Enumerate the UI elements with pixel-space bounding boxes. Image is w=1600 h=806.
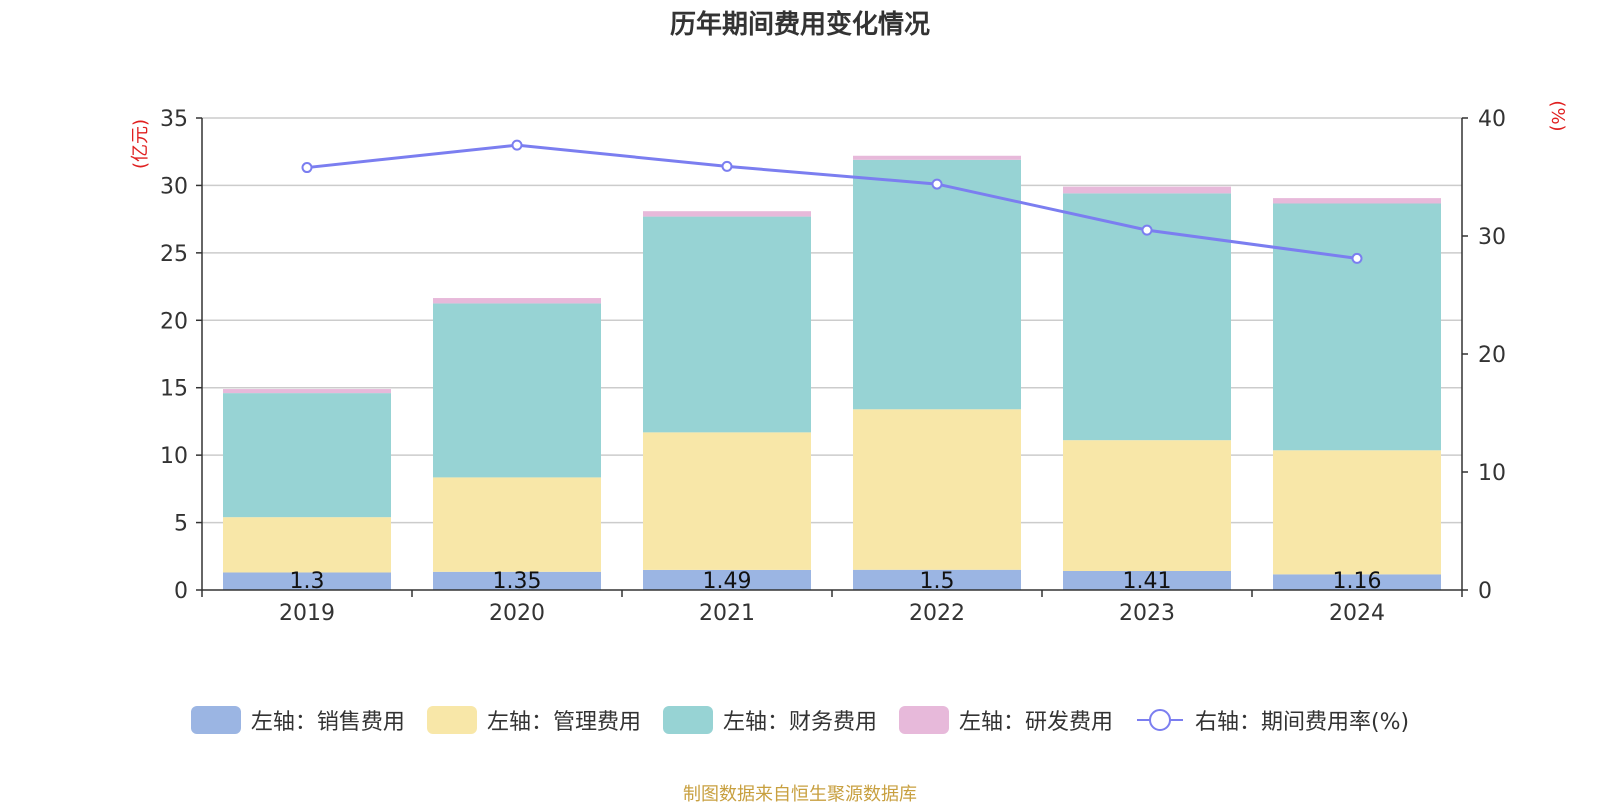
rate-point-2022	[931, 178, 943, 190]
x-tick-label-2020: 2020	[489, 601, 545, 626]
x-tick-label-2019: 2019	[279, 601, 335, 626]
legend-item-rate[interactable]: 右轴：期间费用率(%)	[1135, 704, 1409, 736]
bar-rd-2023	[1063, 186, 1231, 194]
right-tick-label: 30	[1478, 225, 1506, 250]
legend-item-sales[interactable]: 左轴：销售费用	[190, 704, 405, 736]
left-tick-label: 30	[160, 174, 188, 199]
bar-sales-2022	[853, 569, 1021, 590]
left-tick-label: 0	[174, 579, 188, 604]
rate-point-2024	[1351, 252, 1363, 264]
rate-point-2021	[721, 160, 733, 172]
bar-finance-2022	[853, 159, 1021, 410]
legend-swatch-admin	[426, 706, 477, 734]
bar-admin-2023	[1063, 440, 1231, 571]
left-tick-label: 15	[160, 377, 188, 402]
x-tick-label-2021: 2021	[699, 601, 755, 626]
legend-item-finance[interactable]: 左轴：财务费用	[662, 704, 877, 736]
x-tick-label-2023: 2023	[1119, 601, 1175, 626]
legend-label: 左轴：财务费用	[722, 710, 877, 735]
bar-admin-2020	[433, 477, 601, 572]
bar-sales-2020	[433, 571, 601, 590]
bar-finance-2024	[1273, 203, 1441, 451]
bar-admin-2022	[853, 409, 1021, 570]
x-tick-label-2022: 2022	[909, 601, 965, 626]
right-tick-label: 20	[1478, 343, 1506, 368]
legend-line-marker-icon	[1136, 709, 1183, 731]
left-tick-label: 10	[160, 444, 188, 469]
bar-finance-2020	[433, 303, 601, 478]
bar-sales-2023	[1063, 570, 1231, 590]
right-tick-label: 40	[1478, 107, 1506, 132]
legend-swatch-rd	[898, 706, 949, 734]
bar-sales-2024	[1273, 574, 1441, 590]
rate-line	[306, 143, 1358, 260]
bar-rd-2021	[643, 211, 811, 217]
bar-finance-2021	[643, 216, 811, 433]
legend-item-rd[interactable]: 左轴：研发费用	[898, 704, 1113, 736]
legend-label: 左轴：销售费用	[250, 710, 405, 735]
legend-swatch-sales	[190, 706, 241, 734]
bar-sales-2019	[223, 572, 391, 590]
bar-finance-2019	[223, 393, 391, 518]
legend-swatch-finance	[662, 706, 713, 734]
chart-title: 历年期间费用变化情况	[669, 10, 930, 40]
left-tick-label: 20	[160, 309, 188, 334]
bar-admin-2019	[223, 517, 391, 573]
bar-admin-2021	[643, 432, 811, 570]
right-tick-label: 0	[1478, 579, 1492, 604]
bar-rd-2024	[1273, 198, 1441, 204]
legend: 左轴：销售费用 左轴：管理费用 左轴：财务费用 左轴：研发费用 右轴：期间费用率(%)	[0, 704, 1600, 736]
bar-rd-2022	[853, 155, 1021, 160]
rate-point-2020	[511, 139, 523, 151]
legend-label: 左轴：管理费用	[486, 710, 641, 735]
right-axis-unit: (%)	[1547, 100, 1568, 131]
bar-rd-2020	[433, 298, 601, 304]
left-tick-label: 35	[160, 107, 188, 132]
bar-admin-2024	[1273, 450, 1441, 575]
right-tick-label: 10	[1478, 461, 1506, 486]
rate-point-2023	[1141, 224, 1153, 236]
x-tick-label-2024: 2024	[1329, 601, 1385, 626]
left-axis-unit: (亿元)	[130, 119, 151, 169]
bar-sales-2021	[643, 569, 811, 590]
legend-label: 右轴：期间费用率(%)	[1194, 710, 1410, 735]
left-tick-label: 25	[160, 242, 188, 267]
legend-label: 左轴：研发费用	[958, 710, 1113, 735]
source-note: 制图数据来自恒生聚源数据库	[683, 784, 917, 805]
left-tick-label: 5	[174, 512, 188, 537]
bar-rd-2019	[223, 389, 391, 394]
rate-point-2019	[301, 162, 313, 174]
legend-item-admin[interactable]: 左轴：管理费用	[426, 704, 641, 736]
